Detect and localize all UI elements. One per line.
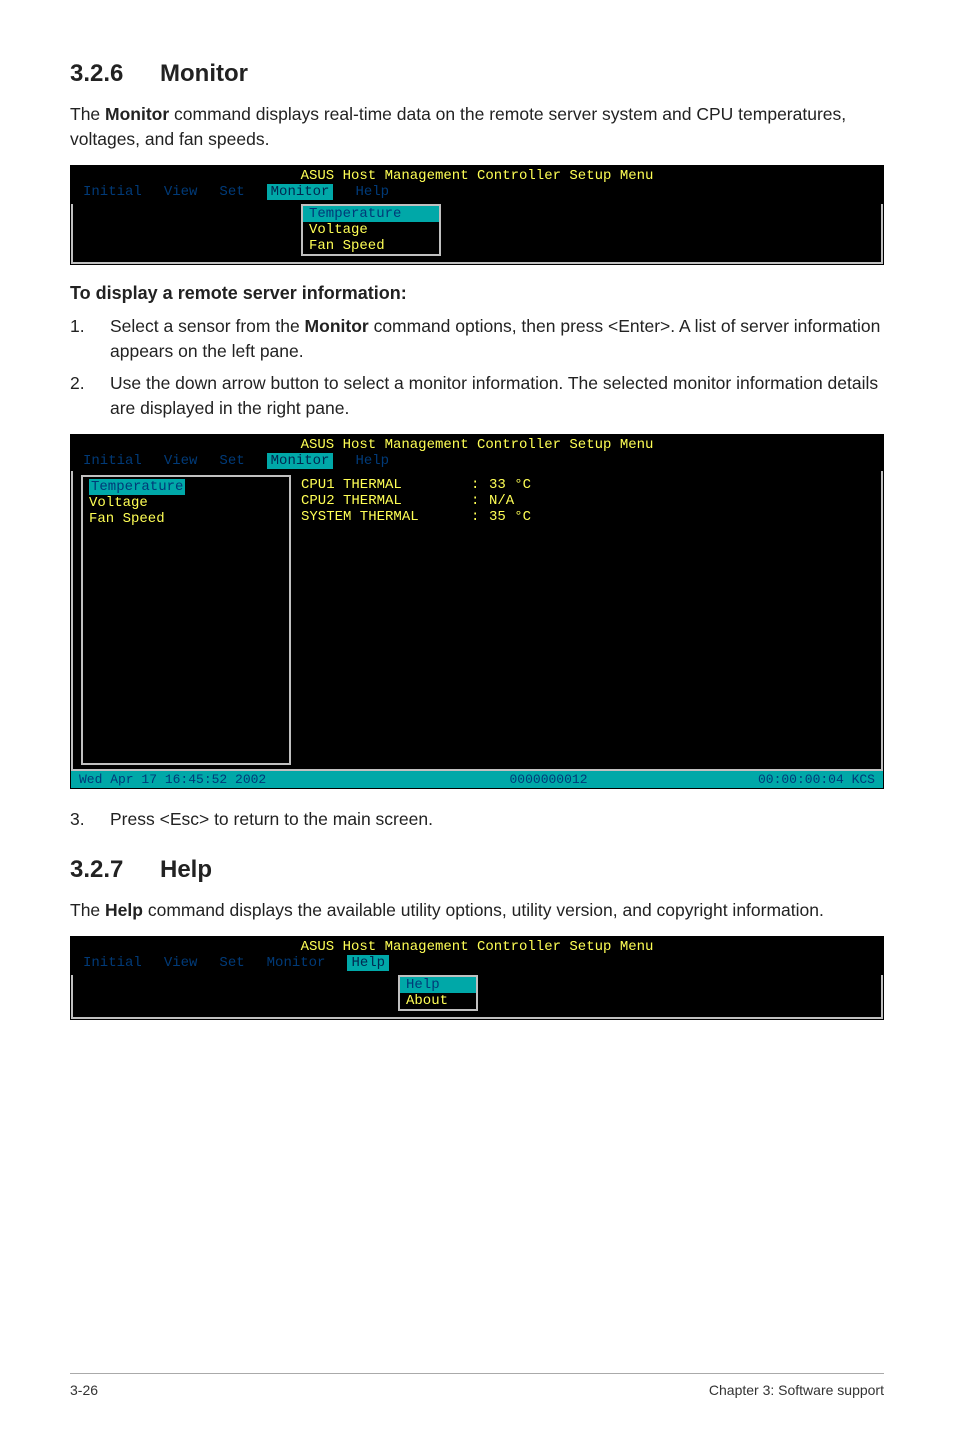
menu-monitor[interactable]: Monitor xyxy=(267,184,334,200)
colon: : xyxy=(471,493,489,509)
menu-set[interactable]: Set xyxy=(219,955,244,971)
step-1: 1. Select a sensor from the Monitor comm… xyxy=(70,314,884,363)
step2-num: 2. xyxy=(70,371,110,420)
system-label: SYSTEM THERMAL xyxy=(301,509,471,525)
dropdown-voltage[interactable]: Voltage xyxy=(303,222,439,238)
status-bar: Wed Apr 17 16:45:52 2002 0000000012 00:0… xyxy=(71,771,883,788)
monitor-dropdown: Temperature Voltage Fan Speed xyxy=(301,204,441,256)
section-heading-help: 3.2.7Help xyxy=(70,856,884,884)
dropdown-about[interactable]: About xyxy=(400,993,476,1009)
menu-initial[interactable]: Initial xyxy=(83,955,142,971)
section-number: 3.2.6 xyxy=(70,60,160,88)
step1-bold: Monitor xyxy=(305,316,369,336)
term1-body: Temperature Voltage Fan Speed xyxy=(73,204,881,256)
menu-initial[interactable]: Initial xyxy=(83,453,142,469)
step3-text: Press <Esc> to return to the main screen… xyxy=(110,807,884,832)
term3-body: Help About xyxy=(73,975,881,1011)
dropdown-temperature[interactable]: Temperature xyxy=(303,206,439,222)
status-counter: 0000000012 xyxy=(392,772,705,787)
chapter-label: Chapter 3: Software support xyxy=(709,1382,884,1398)
menu-initial[interactable]: Initial xyxy=(83,184,142,200)
term2-title: ASUS Host Management Controller Setup Me… xyxy=(71,435,883,453)
sensor-list-pane: Temperature Voltage Fan Speed xyxy=(81,475,291,765)
menu-monitor[interactable]: Monitor xyxy=(267,955,326,971)
page-number: 3-26 xyxy=(70,1382,98,1398)
term1-title: ASUS Host Management Controller Setup Me… xyxy=(71,166,883,184)
term2-menubar: Initial View Set Monitor Help xyxy=(71,453,883,471)
menu-set[interactable]: Set xyxy=(219,453,244,469)
section-title: Monitor xyxy=(160,60,248,87)
section-number: 3.2.7 xyxy=(70,856,160,884)
step3-num: 3. xyxy=(70,807,110,832)
step-2: 2. Use the down arrow button to select a… xyxy=(70,371,884,420)
intro-bold: Help xyxy=(105,900,143,920)
step1-num: 1. xyxy=(70,314,110,363)
intro-pre: The xyxy=(70,900,105,920)
reading-cpu1: CPU1 THERMAL : 33 °C xyxy=(301,477,871,493)
menu-set[interactable]: Set xyxy=(219,184,244,200)
step1-text: Select a sensor from the Monitor command… xyxy=(110,314,884,363)
menu-view[interactable]: View xyxy=(164,184,198,200)
monitor-intro: The Monitor command displays real-time d… xyxy=(70,102,884,151)
cpu1-label: CPU1 THERMAL xyxy=(301,477,471,493)
page-footer: 3-26 Chapter 3: Software support xyxy=(70,1373,884,1398)
term2-inner: Temperature Voltage Fan Speed CPU1 THERM… xyxy=(71,471,883,771)
step-3: 3. Press <Esc> to return to the main scr… xyxy=(70,807,884,832)
term2-content: Temperature Voltage Fan Speed CPU1 THERM… xyxy=(73,471,881,769)
sensor-temperature[interactable]: Temperature xyxy=(89,479,185,495)
help-intro: The Help command displays the available … xyxy=(70,898,884,923)
section-heading-monitor: 3.2.6Monitor xyxy=(70,60,884,88)
status-datetime: Wed Apr 17 16:45:52 2002 xyxy=(79,772,392,787)
intro-pre: The xyxy=(70,104,105,124)
sensor-fan-speed[interactable]: Fan Speed xyxy=(89,511,165,527)
term3-inner: Help About xyxy=(71,975,883,1019)
menu-view[interactable]: View xyxy=(164,955,198,971)
steps-list-2: 3. Press <Esc> to return to the main scr… xyxy=(70,807,884,832)
menu-help[interactable]: Help xyxy=(355,453,389,469)
reading-cpu2: CPU2 THERMAL : N/A xyxy=(301,493,871,509)
term3-menubar: Initial View Set Monitor Help xyxy=(71,955,883,973)
intro-bold: Monitor xyxy=(105,104,169,124)
menu-view[interactable]: View xyxy=(164,453,198,469)
term1-inner: Temperature Voltage Fan Speed xyxy=(71,204,883,264)
terminal-help-dropdown: ASUS Host Management Controller Setup Me… xyxy=(70,936,884,1020)
dropdown-fan-speed[interactable]: Fan Speed xyxy=(303,238,439,254)
status-right: 00:00:00:04 KCS xyxy=(705,772,875,787)
term1-menubar: Initial View Set Monitor Help xyxy=(71,184,883,202)
cpu2-label: CPU2 THERMAL xyxy=(301,493,471,509)
terminal-monitor-dropdown: ASUS Host Management Controller Setup Me… xyxy=(70,165,884,265)
menu-help[interactable]: Help xyxy=(347,955,389,971)
step1-pre: Select a sensor from the xyxy=(110,316,305,336)
help-dropdown: Help About xyxy=(398,975,478,1011)
dropdown-help[interactable]: Help xyxy=(400,977,476,993)
subheading-display-info: To display a remote server information: xyxy=(70,283,884,304)
term3-title: ASUS Host Management Controller Setup Me… xyxy=(71,937,883,955)
steps-list-1: 1. Select a sensor from the Monitor comm… xyxy=(70,314,884,420)
intro-post: command displays the available utility o… xyxy=(143,900,824,920)
readings-pane: CPU1 THERMAL : 33 °C CPU2 THERMAL : N/A … xyxy=(291,471,881,769)
system-value: 35 °C xyxy=(489,509,531,525)
intro-post: command displays real-time data on the r… xyxy=(70,104,846,149)
colon: : xyxy=(471,509,489,525)
section-title: Help xyxy=(160,856,212,883)
sensor-voltage[interactable]: Voltage xyxy=(89,495,148,511)
cpu1-value: 33 °C xyxy=(489,477,531,493)
colon: : xyxy=(471,477,489,493)
cpu2-value: N/A xyxy=(489,493,514,509)
menu-monitor[interactable]: Monitor xyxy=(267,453,334,469)
step2-text: Use the down arrow button to select a mo… xyxy=(110,371,884,420)
reading-system: SYSTEM THERMAL : 35 °C xyxy=(301,509,871,525)
menu-help[interactable]: Help xyxy=(355,184,389,200)
terminal-monitor-details: ASUS Host Management Controller Setup Me… xyxy=(70,434,884,789)
